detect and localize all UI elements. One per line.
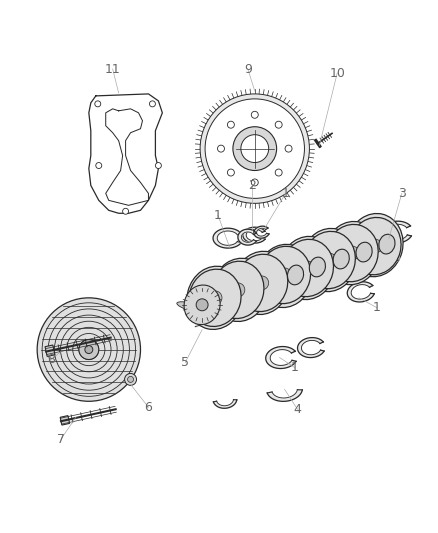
- Circle shape: [149, 101, 155, 107]
- Ellipse shape: [189, 269, 241, 327]
- Ellipse shape: [349, 217, 401, 275]
- Ellipse shape: [326, 224, 378, 282]
- Polygon shape: [60, 416, 70, 425]
- Polygon shape: [45, 345, 55, 357]
- Circle shape: [285, 145, 292, 152]
- Ellipse shape: [233, 251, 290, 314]
- Polygon shape: [266, 346, 296, 368]
- Circle shape: [251, 179, 258, 186]
- Circle shape: [196, 299, 208, 311]
- Circle shape: [95, 101, 101, 107]
- Circle shape: [233, 127, 277, 171]
- Circle shape: [368, 239, 382, 253]
- Ellipse shape: [187, 266, 243, 329]
- Circle shape: [300, 261, 314, 275]
- Circle shape: [278, 268, 292, 282]
- Circle shape: [218, 145, 224, 152]
- Circle shape: [37, 298, 141, 401]
- Ellipse shape: [333, 249, 349, 269]
- Ellipse shape: [236, 254, 288, 312]
- Circle shape: [303, 263, 312, 273]
- Ellipse shape: [257, 244, 313, 308]
- Text: 1: 1: [282, 187, 290, 200]
- Circle shape: [279, 271, 290, 281]
- Circle shape: [205, 99, 304, 198]
- Ellipse shape: [287, 265, 304, 285]
- Circle shape: [257, 278, 267, 288]
- Polygon shape: [297, 337, 324, 358]
- Ellipse shape: [212, 261, 264, 319]
- Text: 5: 5: [181, 356, 189, 369]
- Circle shape: [251, 111, 258, 118]
- Circle shape: [370, 240, 380, 250]
- Ellipse shape: [177, 302, 212, 314]
- Circle shape: [227, 121, 234, 128]
- Circle shape: [241, 135, 268, 163]
- Circle shape: [231, 283, 245, 297]
- Circle shape: [347, 248, 357, 258]
- Polygon shape: [254, 226, 269, 238]
- Circle shape: [345, 246, 359, 260]
- Circle shape: [322, 253, 336, 267]
- Ellipse shape: [212, 259, 268, 321]
- Ellipse shape: [281, 239, 333, 297]
- Circle shape: [155, 163, 161, 168]
- Text: 11: 11: [105, 62, 120, 76]
- Ellipse shape: [265, 273, 281, 293]
- Circle shape: [124, 374, 137, 385]
- Circle shape: [79, 340, 99, 360]
- Ellipse shape: [301, 229, 357, 292]
- Text: 1: 1: [373, 301, 381, 314]
- Text: 4: 4: [293, 403, 301, 416]
- Text: 3: 3: [398, 187, 406, 200]
- Ellipse shape: [279, 236, 336, 300]
- Circle shape: [235, 285, 245, 295]
- Circle shape: [200, 94, 309, 203]
- Circle shape: [275, 121, 282, 128]
- Polygon shape: [267, 390, 302, 401]
- Ellipse shape: [303, 231, 355, 289]
- Polygon shape: [381, 221, 411, 243]
- Polygon shape: [213, 228, 241, 248]
- Circle shape: [227, 169, 234, 176]
- Text: 1: 1: [290, 361, 298, 374]
- Circle shape: [85, 345, 93, 353]
- Ellipse shape: [220, 288, 236, 308]
- Circle shape: [96, 163, 102, 168]
- Circle shape: [324, 255, 334, 265]
- Circle shape: [255, 276, 268, 290]
- Polygon shape: [238, 229, 256, 245]
- Polygon shape: [243, 227, 265, 243]
- Ellipse shape: [309, 257, 325, 277]
- Ellipse shape: [379, 235, 395, 254]
- Text: 1: 1: [214, 209, 222, 222]
- Circle shape: [210, 293, 220, 303]
- Ellipse shape: [184, 285, 220, 325]
- Text: 9: 9: [244, 62, 252, 76]
- Text: 2: 2: [248, 179, 256, 192]
- Text: 7: 7: [57, 433, 65, 446]
- Ellipse shape: [258, 246, 311, 304]
- Circle shape: [127, 376, 134, 382]
- Ellipse shape: [197, 297, 213, 317]
- Polygon shape: [347, 282, 374, 302]
- Ellipse shape: [356, 242, 372, 262]
- Ellipse shape: [324, 221, 380, 285]
- Text: 8: 8: [47, 353, 55, 366]
- Circle shape: [208, 291, 222, 305]
- Text: 6: 6: [145, 401, 152, 414]
- Polygon shape: [213, 400, 237, 408]
- Ellipse shape: [347, 214, 403, 277]
- Text: 10: 10: [329, 67, 345, 79]
- Ellipse shape: [242, 280, 258, 300]
- Circle shape: [123, 208, 129, 214]
- Circle shape: [275, 169, 282, 176]
